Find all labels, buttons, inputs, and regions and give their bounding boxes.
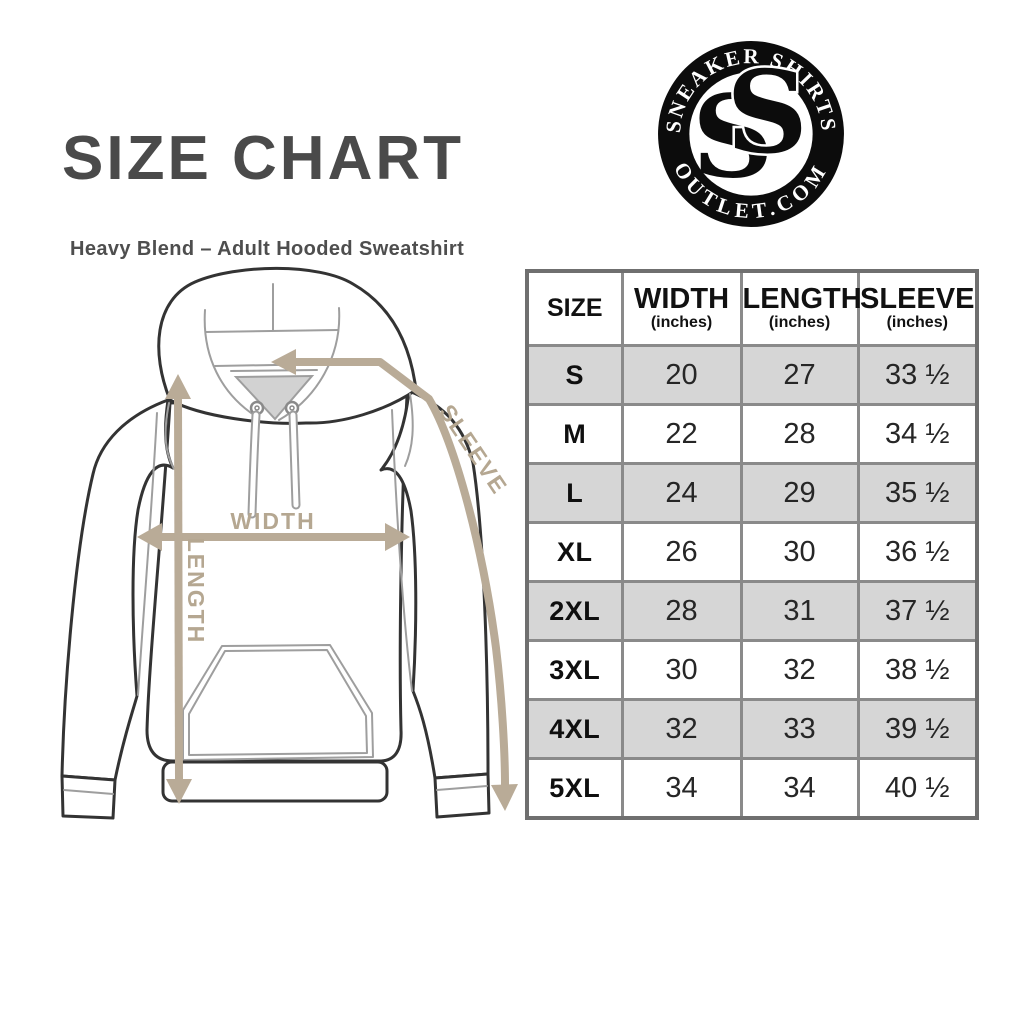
table-row: 5XL 34 34 40 ½ — [525, 757, 979, 820]
table-row: XL 26 30 36 ½ — [525, 521, 979, 583]
value-cell: 31 — [739, 580, 860, 642]
value-cell: 27 — [739, 344, 860, 406]
hoodie-neck-triangle — [233, 374, 315, 421]
value-cell: 36 ½ — [856, 521, 979, 583]
value-cell: 24 — [620, 462, 743, 524]
header-cell-length: LENGTH (inches) — [739, 269, 862, 347]
value-cell: 34 — [739, 757, 860, 820]
value-cell: 28 — [739, 403, 860, 465]
page-title: SIZE CHART — [62, 124, 464, 193]
width-arrow — [137, 523, 410, 551]
value-cell: 30 — [620, 639, 743, 701]
header-cell-size: SIZE — [525, 269, 624, 347]
value-cell: 34 ½ — [856, 403, 979, 465]
table-row: 4XL 32 33 39 ½ — [525, 698, 979, 760]
value-cell: 33 — [739, 698, 860, 760]
length-arrow — [165, 374, 192, 804]
header-cell-sleeve: SLEEVE (inches) — [856, 269, 979, 347]
table-row: 2XL 28 31 37 ½ — [525, 580, 979, 642]
logo-monogram: S S — [692, 44, 811, 204]
size-cell: S — [525, 344, 624, 406]
value-cell: 20 — [620, 344, 743, 406]
value-cell: 29 — [739, 462, 860, 524]
size-cell: 5XL — [525, 757, 624, 820]
width-label: WIDTH — [230, 508, 315, 534]
value-cell: 38 ½ — [856, 639, 979, 701]
value-cell: 26 — [620, 521, 743, 583]
value-cell: 22 — [620, 403, 743, 465]
value-cell: 37 ½ — [856, 580, 979, 642]
table-row: L 24 29 35 ½ — [525, 462, 979, 524]
value-cell: 28 — [620, 580, 743, 642]
size-table-body: S 20 27 33 ½ M 22 28 34 ½ L 24 29 35 ½ XL 26 30 36 ½ 2XL… — [525, 344, 979, 820]
value-cell: 34 — [620, 757, 743, 820]
monogram-s-right: S — [726, 46, 808, 179]
value-cell: 40 ½ — [856, 757, 979, 820]
value-cell: 39 ½ — [856, 698, 979, 760]
table-row: S 20 27 33 ½ — [525, 344, 979, 406]
size-table: SIZE WIDTH (inches) LENGTH (inches) SLEEVE… — [525, 269, 979, 820]
page-subtitle: Heavy Blend – Adult Hooded Sweatshirt — [70, 238, 465, 260]
value-cell: 32 — [620, 698, 743, 760]
hoodie-drawstrings — [247, 410, 301, 519]
size-cell: L — [525, 462, 624, 524]
table-row: 3XL 30 32 38 ½ — [525, 639, 979, 701]
sleeve-arrow — [271, 349, 518, 811]
size-cell: XL — [525, 521, 624, 583]
size-cell: 4XL — [525, 698, 624, 760]
size-table-header: SIZE WIDTH (inches) LENGTH (inches) SLEEVE… — [525, 269, 979, 347]
value-cell: 35 ½ — [856, 462, 979, 524]
logo-inner-circle — [689, 72, 813, 196]
hoodie-seams — [63, 283, 488, 795]
hoodie-waistband — [161, 760, 389, 803]
header-cell-width: WIDTH (inches) — [620, 269, 743, 347]
length-label: LENGTH — [183, 538, 209, 645]
size-cell: 2XL — [525, 580, 624, 642]
size-cell: 3XL — [525, 639, 624, 701]
table-row: M 22 28 34 ½ — [525, 403, 979, 465]
size-cell: M — [525, 403, 624, 465]
value-cell: 32 — [739, 639, 860, 701]
hoodie-left-sleeve — [60, 398, 175, 820]
hoodie-pocket — [182, 644, 374, 761]
value-cell: 30 — [739, 521, 860, 583]
hoodie-diagram: WIDTH LENGTH SLEEVE — [60, 266, 518, 820]
brand-logo: SNEAKER SHIRTS OUTLET.COM S S — [658, 41, 844, 227]
value-cell: 33 ½ — [856, 344, 979, 406]
monogram-s-left: S — [692, 70, 774, 203]
